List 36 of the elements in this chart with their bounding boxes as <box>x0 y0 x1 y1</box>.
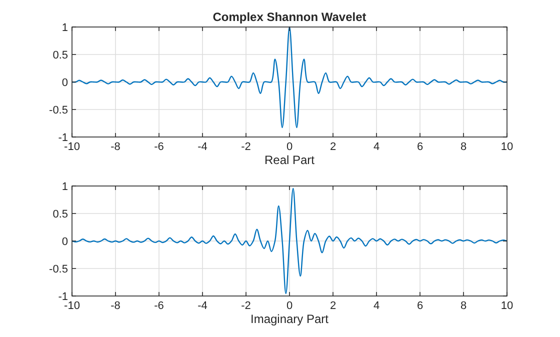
y-tick-label: 0 <box>62 77 68 89</box>
x-tick-label: 0 <box>286 141 293 153</box>
y-tick-label: -1 <box>58 291 68 303</box>
x-tick-label: 8 <box>460 141 467 153</box>
x-tick-label: 6 <box>416 300 424 312</box>
x-tick-label: -10 <box>64 141 80 153</box>
x-tick-label: -10 <box>64 300 80 312</box>
x-tick-label: -4 <box>198 141 208 153</box>
y-tick-label: 1 <box>62 181 68 193</box>
y-tick-label: -1 <box>58 132 68 144</box>
chart-title: Complex Shannon Wavelet <box>212 10 366 24</box>
y-tick-label: 0.5 <box>52 50 68 62</box>
x-tick-label: -2 <box>241 141 251 153</box>
x-axis-title: Real Part <box>264 153 316 167</box>
x-tick-label: -8 <box>110 141 120 153</box>
x-tick-label: 4 <box>373 300 380 312</box>
y-tick-label: -0.5 <box>49 264 68 276</box>
y-tick-label: 0.5 <box>52 208 68 220</box>
x-tick-label: 2 <box>330 141 336 153</box>
y-tick-label: -0.5 <box>49 104 68 116</box>
y-tick-label: 0 <box>62 236 68 248</box>
x-tick-label: -4 <box>198 300 208 312</box>
x-tick-label: 4 <box>373 141 380 153</box>
x-tick-label: 10 <box>500 141 514 153</box>
y-tick-label: 1 <box>62 22 68 34</box>
x-tick-label: -6 <box>154 141 164 153</box>
x-tick-label: 10 <box>500 300 514 312</box>
x-tick-label: 6 <box>416 141 424 153</box>
x-tick-label: -2 <box>241 300 251 312</box>
x-tick-label: 2 <box>330 300 336 312</box>
x-axis-title: Imaginary Part <box>250 312 330 326</box>
line-series <box>72 188 507 294</box>
x-tick-label: -8 <box>110 300 120 312</box>
x-tick-label: 8 <box>460 300 467 312</box>
x-tick-label: 0 <box>286 300 293 312</box>
x-tick-label: -6 <box>154 300 164 312</box>
